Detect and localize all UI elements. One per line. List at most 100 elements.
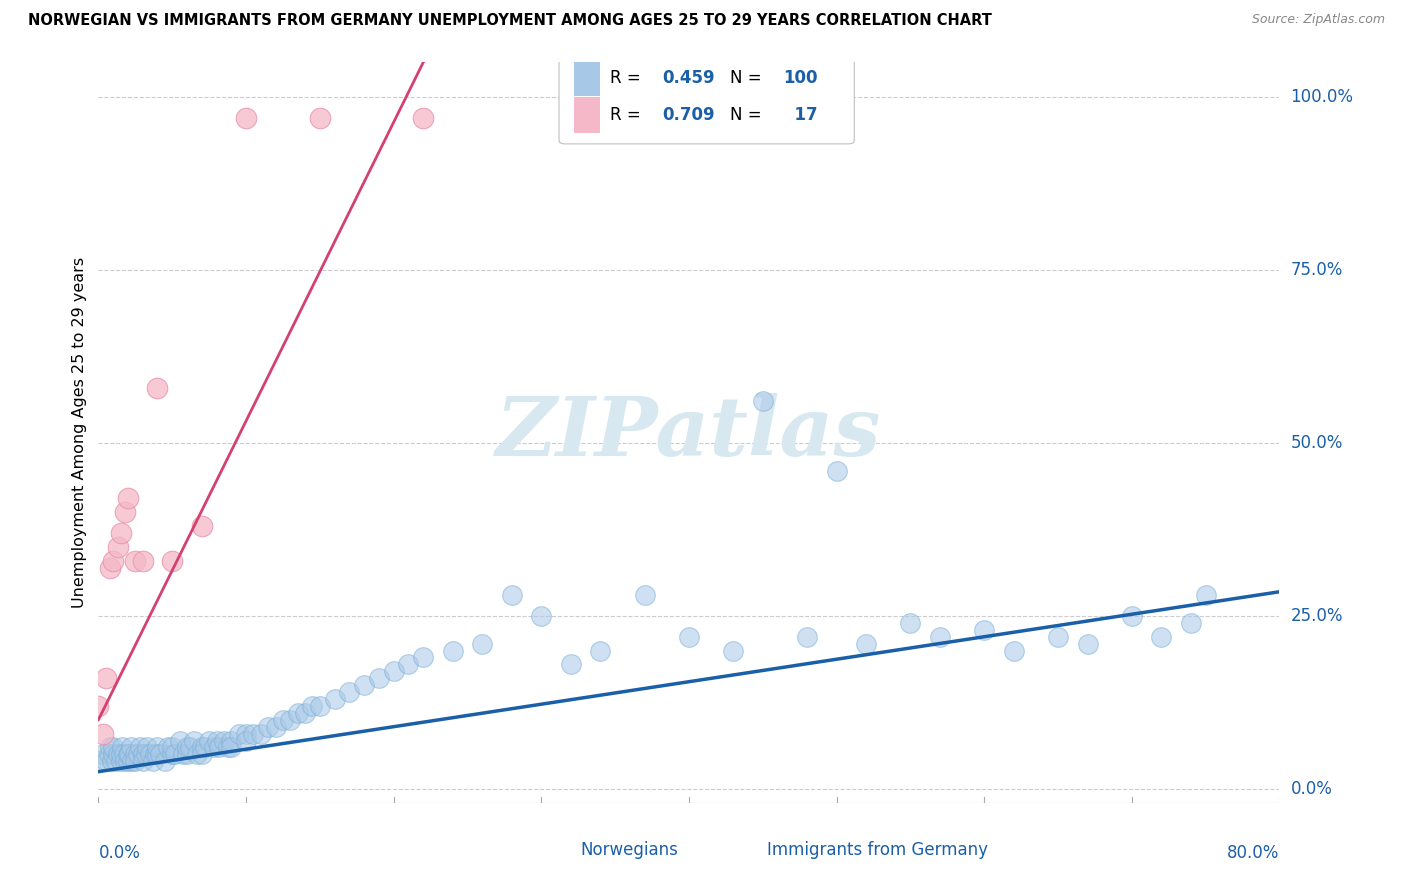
Point (235, 111, 257, 125)
Point (132, 554, 155, 568)
Point (111, 740, 134, 755)
Y-axis label: Unemployment Among Ages 25 to 29 years: Unemployment Among Ages 25 to 29 years (72, 257, 87, 608)
Point (412, 111, 434, 125)
Point (271, 713, 294, 727)
Point (176, 740, 198, 755)
Point (100, 754, 122, 768)
Point (382, 665, 405, 679)
Point (103, 554, 125, 568)
Point (589, 643, 612, 657)
Point (212, 733, 235, 747)
Point (124, 754, 146, 768)
Point (98, 740, 121, 755)
Text: 0.459: 0.459 (662, 69, 714, 87)
Point (1150, 630, 1173, 644)
Point (194, 740, 217, 755)
Point (723, 643, 745, 657)
Point (120, 740, 142, 755)
Point (186, 747, 208, 762)
Point (117, 754, 139, 768)
Text: R =: R = (610, 106, 645, 124)
Text: 0.0%: 0.0% (1291, 780, 1333, 798)
Point (796, 630, 818, 644)
Text: 100: 100 (783, 69, 818, 87)
Point (250, 726, 273, 740)
Point (752, 394, 775, 409)
Point (1046, 630, 1070, 644)
Point (900, 615, 922, 630)
Point (191, 740, 214, 755)
Point (208, 740, 231, 755)
Point (441, 643, 464, 657)
Point (87, 754, 110, 768)
Point (146, 740, 169, 755)
Point (139, 747, 162, 762)
Point (398, 657, 420, 672)
Point (105, 754, 128, 768)
Point (94, 671, 117, 685)
Text: 17: 17 (783, 106, 818, 124)
Point (127, 747, 149, 762)
Text: 0.0%: 0.0% (98, 845, 141, 863)
Point (107, 540, 129, 554)
Point (530, 609, 553, 624)
Point (353, 678, 375, 692)
Point (128, 740, 150, 755)
Point (110, 747, 132, 762)
Point (412, 650, 434, 665)
Point (339, 685, 361, 699)
Point (156, 740, 179, 755)
Point (124, 747, 146, 762)
Point (146, 381, 169, 395)
Point (135, 747, 157, 762)
Point (179, 740, 201, 755)
Point (471, 637, 494, 651)
Point (1195, 588, 1218, 602)
Point (103, 747, 125, 762)
Point (634, 588, 657, 602)
Point (221, 733, 243, 747)
Point (560, 657, 582, 672)
FancyBboxPatch shape (575, 61, 600, 95)
Point (103, 740, 125, 755)
Point (235, 726, 257, 740)
Text: ZIPatlas: ZIPatlas (496, 392, 882, 473)
Point (142, 754, 165, 768)
Text: Immigrants from Germany: Immigrants from Germany (766, 841, 988, 859)
Point (98, 560, 121, 574)
Point (205, 733, 228, 747)
Point (501, 588, 523, 602)
Point (132, 747, 155, 762)
Text: N =: N = (730, 106, 768, 124)
Point (87, 698, 110, 713)
Point (257, 720, 280, 734)
Point (191, 747, 214, 762)
Point (162, 554, 183, 568)
Point (221, 740, 243, 755)
Point (235, 733, 257, 747)
Point (136, 740, 159, 755)
Point (242, 726, 264, 740)
Point (264, 720, 287, 734)
Text: 25.0%: 25.0% (1291, 607, 1343, 625)
FancyBboxPatch shape (734, 835, 759, 866)
Point (176, 747, 198, 762)
Point (191, 519, 214, 533)
Point (183, 733, 205, 747)
Point (217, 740, 239, 755)
Point (165, 747, 187, 762)
Text: NORWEGIAN VS IMMIGRANTS FROM GERMANY UNEMPLOYMENT AMONG AGES 25 TO 29 YEARS CORR: NORWEGIAN VS IMMIGRANTS FROM GERMANY UNE… (28, 13, 993, 29)
Point (301, 698, 323, 713)
Point (162, 747, 183, 762)
Point (124, 554, 146, 568)
Point (169, 733, 191, 747)
Point (117, 491, 139, 506)
Text: Norwegians: Norwegians (581, 841, 678, 859)
Text: 0.709: 0.709 (662, 106, 714, 124)
Text: 50.0%: 50.0% (1291, 434, 1343, 452)
Point (149, 747, 172, 762)
Point (1180, 615, 1202, 630)
Point (91, 747, 114, 762)
Point (1002, 643, 1025, 657)
Point (146, 747, 169, 762)
